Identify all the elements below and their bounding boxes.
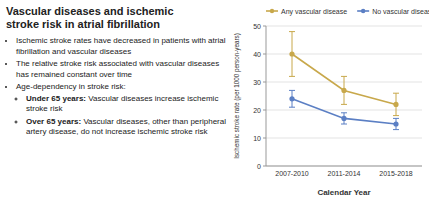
tick-label: 2007-2010: [275, 170, 309, 177]
y-axis-label: Ischemic stroke rate (per 1000 person-ye…: [233, 33, 241, 159]
error-bar: [289, 32, 295, 77]
x-axis-line: [266, 166, 422, 167]
annotation: Age-dependency in stroke risk:: [16, 82, 126, 91]
annotation-label: Over 65 years:: [26, 117, 81, 126]
tick-label: 30: [253, 79, 261, 86]
tick-label: 2011-2014: [328, 170, 361, 177]
x-axis-label: Calendar Year: [317, 188, 370, 197]
tick-label: 2015-2018: [379, 170, 413, 177]
grid-line: [266, 110, 422, 111]
annotation: Under 65 years: Vascular diseases increa…: [26, 94, 228, 115]
annotation: Ischemic stroke rates have decreased in …: [16, 36, 225, 56]
tick-label: 10: [253, 135, 261, 142]
annotation: The relative stroke risk associated with…: [16, 59, 219, 79]
series-line: [292, 54, 396, 104]
grid-line: [266, 54, 422, 55]
point: [341, 88, 346, 93]
grid-line: [266, 26, 422, 27]
series-line: [292, 99, 396, 124]
error-bar: [393, 93, 399, 115]
legend-marker: [361, 9, 365, 13]
error-bar: [341, 113, 347, 124]
point: [393, 121, 398, 126]
error-bar: [289, 90, 295, 107]
point: [289, 96, 294, 101]
error-bar: [393, 118, 399, 129]
point: [341, 116, 346, 121]
annotation: Over 65 years: Vascular diseases, other …: [26, 117, 228, 138]
text-panel: Vascular diseases and ischemic stroke ri…: [6, 5, 228, 140]
legend-label: Any vascular disease: [281, 8, 347, 16]
tick-label: 40: [253, 51, 261, 58]
annotation-item: Ischemic stroke rates have decreased in …: [16, 36, 228, 57]
chart-panel: 0 10 20 30 40 50 2007-2010 2011-2014 2015-2018 Ca…: [232, 0, 429, 200]
error-bar: [341, 76, 347, 104]
chart-svg: 0 10 20 30 40 50 2007-2010 2011-2014 2015-2018 Ca…: [232, 0, 429, 200]
annotation-item: The relative stroke risk associated with…: [16, 59, 228, 80]
annotation-item: Age-dependency in stroke risk: Under 65 y…: [16, 82, 228, 138]
legend-marker: [270, 9, 274, 13]
annotation-sublist: Under 65 years: Vascular diseases increa…: [16, 94, 228, 138]
y-axis-line: [266, 26, 267, 166]
tick-label: 20: [253, 107, 261, 114]
plot-area: [289, 32, 399, 130]
grid-line: [266, 166, 422, 167]
point: [393, 102, 398, 107]
annotation-label: Under 65 years:: [26, 94, 86, 103]
point: [289, 51, 294, 56]
legend-label: No vascular disease: [372, 8, 429, 15]
title: Vascular diseases and ischemic stroke ri…: [6, 5, 228, 31]
tick-label: 0: [257, 163, 261, 170]
legend: Any vascular disease No vascular disease: [266, 8, 429, 16]
tick-label: 50: [253, 23, 261, 30]
grid-line: [266, 138, 422, 139]
annotation-list: Ischemic stroke rates have decreased in …: [6, 36, 228, 138]
